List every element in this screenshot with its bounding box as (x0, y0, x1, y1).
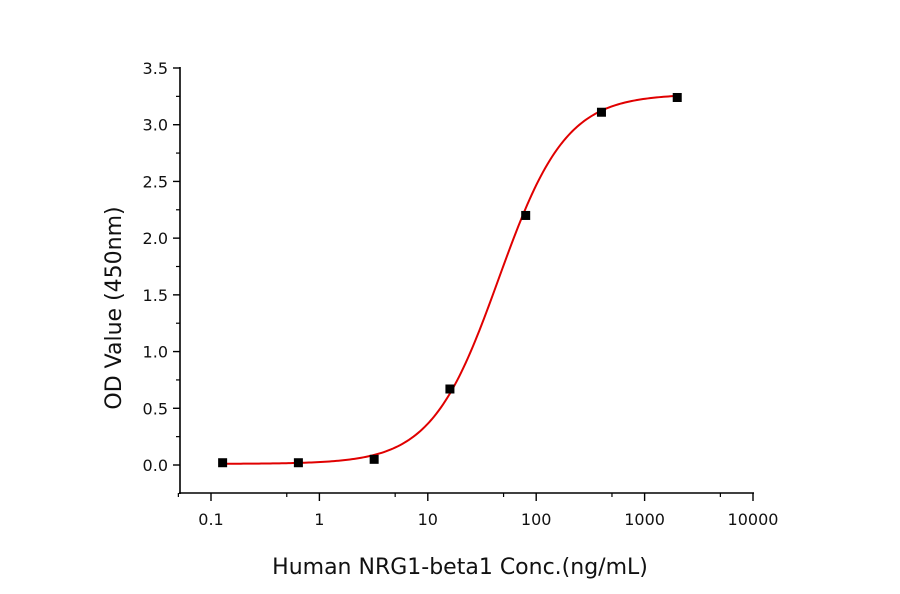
y-tick-label: 0.5 (143, 399, 168, 418)
x-axis-title: Human NRG1-beta1 Conc.(ng/mL) (272, 555, 648, 580)
x-tick-label: 1 (314, 510, 324, 529)
fit-curve (222, 94, 678, 465)
data-points (218, 92, 682, 468)
data-point-marker (445, 384, 455, 394)
data-point-marker (596, 107, 606, 117)
fit-curve-path (222, 94, 678, 465)
y-tick-label: 3.5 (143, 59, 168, 78)
data-point-marker (293, 458, 303, 468)
x-tick-label: 100 (521, 510, 552, 529)
x-tick-label: 1000 (624, 510, 665, 529)
ticks: 0.0 0.5 1.0 1.5 2.0 2.5 3.0 3.5 0.1 1 10 100 1000 100… (143, 59, 779, 529)
data-point-marker (218, 458, 228, 468)
y-tick-label: 2.5 (143, 172, 168, 191)
y-axis-title: OD Value (450nm) (102, 206, 127, 409)
y-tick-label: 3.0 (143, 116, 168, 135)
data-point-marker (369, 454, 379, 464)
y-tick-label: 1.0 (143, 343, 168, 362)
x-tick-label: 10 (418, 510, 438, 529)
x-tick-label: 0.1 (198, 510, 223, 529)
y-tick-label: 0.0 (143, 456, 168, 475)
data-point-marker (672, 92, 682, 102)
y-tick-label: 2.0 (143, 229, 168, 248)
y-tick-label: 1.5 (143, 286, 168, 305)
data-point-marker (521, 210, 531, 220)
x-tick-label: 10000 (728, 510, 779, 529)
axes (179, 67, 754, 494)
